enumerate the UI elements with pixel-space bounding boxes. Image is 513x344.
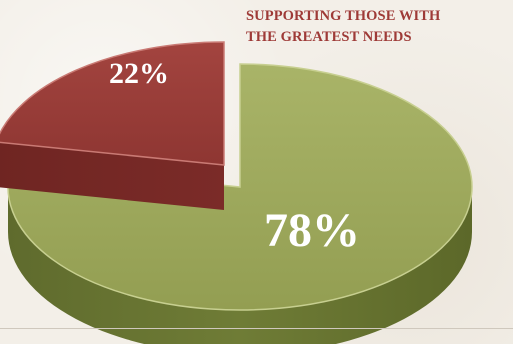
slice-label-78: 78% — [264, 204, 360, 257]
slice-label-22: 22% — [109, 57, 169, 90]
callout-line-2: THE GREATEST NEEDS — [246, 29, 412, 45]
callout-text: SUPPORTING THOSE WITH THE GREATEST NEEDS — [246, 6, 511, 48]
callout-line-1: SUPPORTING THOSE WITH — [246, 8, 441, 24]
pie-slice-22 — [0, 41, 225, 166]
pie-slice-22-side — [0, 142, 224, 210]
pie-slice-78 — [7, 63, 473, 311]
bottom-divider — [0, 328, 513, 329]
